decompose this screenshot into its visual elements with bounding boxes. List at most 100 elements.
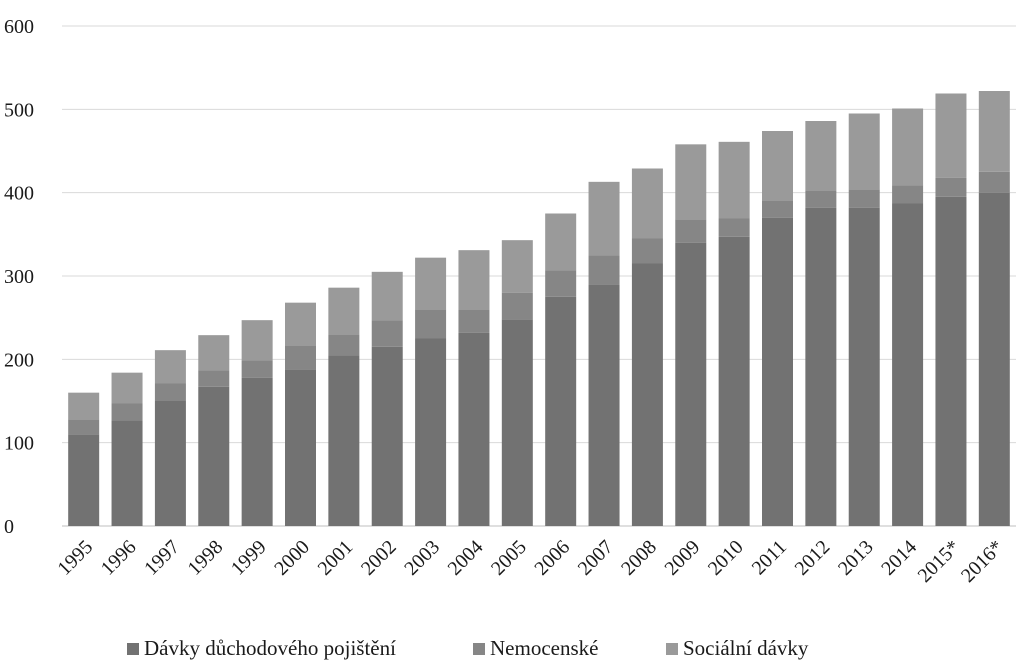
bar-segment-1-1998 <box>198 386 230 526</box>
bar-segment-3-1996 <box>111 372 143 404</box>
bar-segment-1-1995 <box>68 434 100 526</box>
x-tick-label: 2016* <box>957 536 1008 587</box>
bar-segment-2-2005 <box>501 292 533 320</box>
bar-segment-3-2000 <box>285 302 316 346</box>
bar-segment-2-2004 <box>458 309 490 333</box>
bar-segment-3-2007 <box>588 181 620 256</box>
x-tick-label: 2011 <box>748 536 791 579</box>
x-tick-label: 1995 <box>53 536 97 580</box>
y-tick-label: 400 <box>4 183 34 205</box>
bar-segment-3-2009 <box>675 144 707 220</box>
bar-segment-2-2008 <box>631 238 663 264</box>
bar-segment-2-2012 <box>805 191 837 208</box>
y-tick-label: 0 <box>4 516 14 538</box>
bar-segment-1-2007 <box>588 284 620 526</box>
bar-segment-1-2006 <box>545 296 577 526</box>
legend: Dávky důchodového pojištění Nemocenské Soc… <box>0 636 1016 666</box>
bar-segment-2-2000 <box>285 346 316 370</box>
legend-label: Nemocenské <box>490 636 599 660</box>
bar-segment-3-2004 <box>458 250 490 310</box>
y-tick-label: 300 <box>4 266 34 288</box>
bar-segment-3-2005 <box>501 240 533 293</box>
x-tick-label: 2000 <box>270 536 314 580</box>
x-axis-tick-labels: 1995 1996 1997 1998 1999 2000 2001 2002 2003 2004… <box>53 536 1007 587</box>
bar-segment-1-2016p <box>978 192 1010 526</box>
bar-segment-3-2015p <box>935 93 967 178</box>
bar-segment-2-2015p <box>935 177 967 197</box>
bar-segment-3-2011 <box>762 131 793 201</box>
stacked-bar-chart: 0 100 200 300 400 500 600 1995 1996 1997 1998 1999… <box>4 16 1016 587</box>
bar-segment-3-1995 <box>68 392 100 420</box>
bar-segment-3-1997 <box>154 350 186 384</box>
legend-swatch <box>127 642 139 655</box>
bar-segment-3-2001 <box>328 287 360 335</box>
bar-segment-1-2003 <box>415 338 447 526</box>
bar-segment-1-1997 <box>154 401 186 526</box>
bar-segment-1-2014 <box>892 203 924 526</box>
x-tick-label: 2002 <box>357 536 401 580</box>
bar-segment-3-2006 <box>545 213 577 271</box>
legend-item: Dávky důchodového pojištění <box>127 636 396 661</box>
y-tick-label: 100 <box>4 433 34 455</box>
bar-segment-2-2014 <box>892 185 924 204</box>
bar-segment-2-2010 <box>718 218 750 237</box>
bar-segment-2-2002 <box>371 320 403 347</box>
x-tick-label: 1997 <box>140 536 184 580</box>
bar-segment-2-2001 <box>328 334 360 356</box>
bar-segment-1-1996 <box>111 420 143 526</box>
bar-segment-2-2011 <box>762 201 793 218</box>
bar-segment-3-2013 <box>848 113 880 190</box>
legend-swatch <box>666 642 678 655</box>
bar-segment-1-2002 <box>371 346 403 526</box>
bar-segment-1-2005 <box>501 319 533 526</box>
bar-segment-2-1998 <box>198 370 230 387</box>
bar-segment-3-2008 <box>631 168 663 239</box>
x-tick-label: 2008 <box>617 536 661 580</box>
bar-segment-1-1999 <box>241 377 273 526</box>
bar-segment-2-1997 <box>154 383 186 401</box>
x-tick-label: 2010 <box>704 536 748 580</box>
x-tick-label: 2004 <box>444 536 488 580</box>
y-axis-tick-labels: 0 100 200 300 400 500 600 <box>4 16 34 538</box>
bar-segment-1-2012 <box>805 207 837 526</box>
y-tick-label: 500 <box>4 99 34 121</box>
x-tick-label: 2006 <box>530 536 574 580</box>
x-tick-label: 1999 <box>227 536 271 580</box>
bar-segment-1-2010 <box>718 236 750 527</box>
y-tick-label: 200 <box>4 349 34 371</box>
x-tick-label: 2009 <box>660 536 704 580</box>
bar-segment-3-2014 <box>892 108 924 186</box>
x-tick-label: 2007 <box>574 536 618 580</box>
y-tick-label: 600 <box>4 16 34 38</box>
bar-segment-3-2003 <box>415 257 447 310</box>
bar-segment-1-2009 <box>675 242 707 526</box>
bar-segment-2-2007 <box>588 255 620 285</box>
bar-segment-1-2000 <box>285 369 316 526</box>
x-tick-label: 2005 <box>487 536 531 580</box>
x-tick-label: 2001 <box>314 536 358 580</box>
bar-segment-3-1999 <box>241 320 273 361</box>
x-tick-label: 1996 <box>97 536 141 580</box>
legend-label: Dávky důchodového pojištění <box>144 636 396 660</box>
bar-segment-2-2016p <box>978 171 1010 193</box>
bar-segment-2-2013 <box>848 189 880 208</box>
bar-segment-2-1995 <box>68 419 100 435</box>
bar-segment-3-2016p <box>978 91 1010 172</box>
x-tick-label: 2013 <box>834 536 878 580</box>
bar-segment-2-2009 <box>675 219 707 243</box>
x-tick-label: 2015* <box>914 536 965 587</box>
bar-segment-2-1996 <box>111 403 143 421</box>
bar-segment-3-2010 <box>718 141 750 219</box>
bar-segment-1-2013 <box>848 207 880 526</box>
legend-swatch <box>473 642 485 655</box>
x-tick-label: 1998 <box>183 536 227 580</box>
bar-segment-2-2006 <box>545 270 577 297</box>
bar-segment-1-2011 <box>762 217 793 526</box>
bar-segment-3-2002 <box>371 271 403 321</box>
x-tick-label: 2003 <box>400 536 444 580</box>
bar-segment-1-2001 <box>328 355 360 526</box>
x-tick-label: 2012 <box>791 536 835 580</box>
bar-segment-1-2004 <box>458 332 490 526</box>
legend-label: Sociální dávky <box>683 636 809 660</box>
bar-segment-1-2008 <box>631 263 663 526</box>
